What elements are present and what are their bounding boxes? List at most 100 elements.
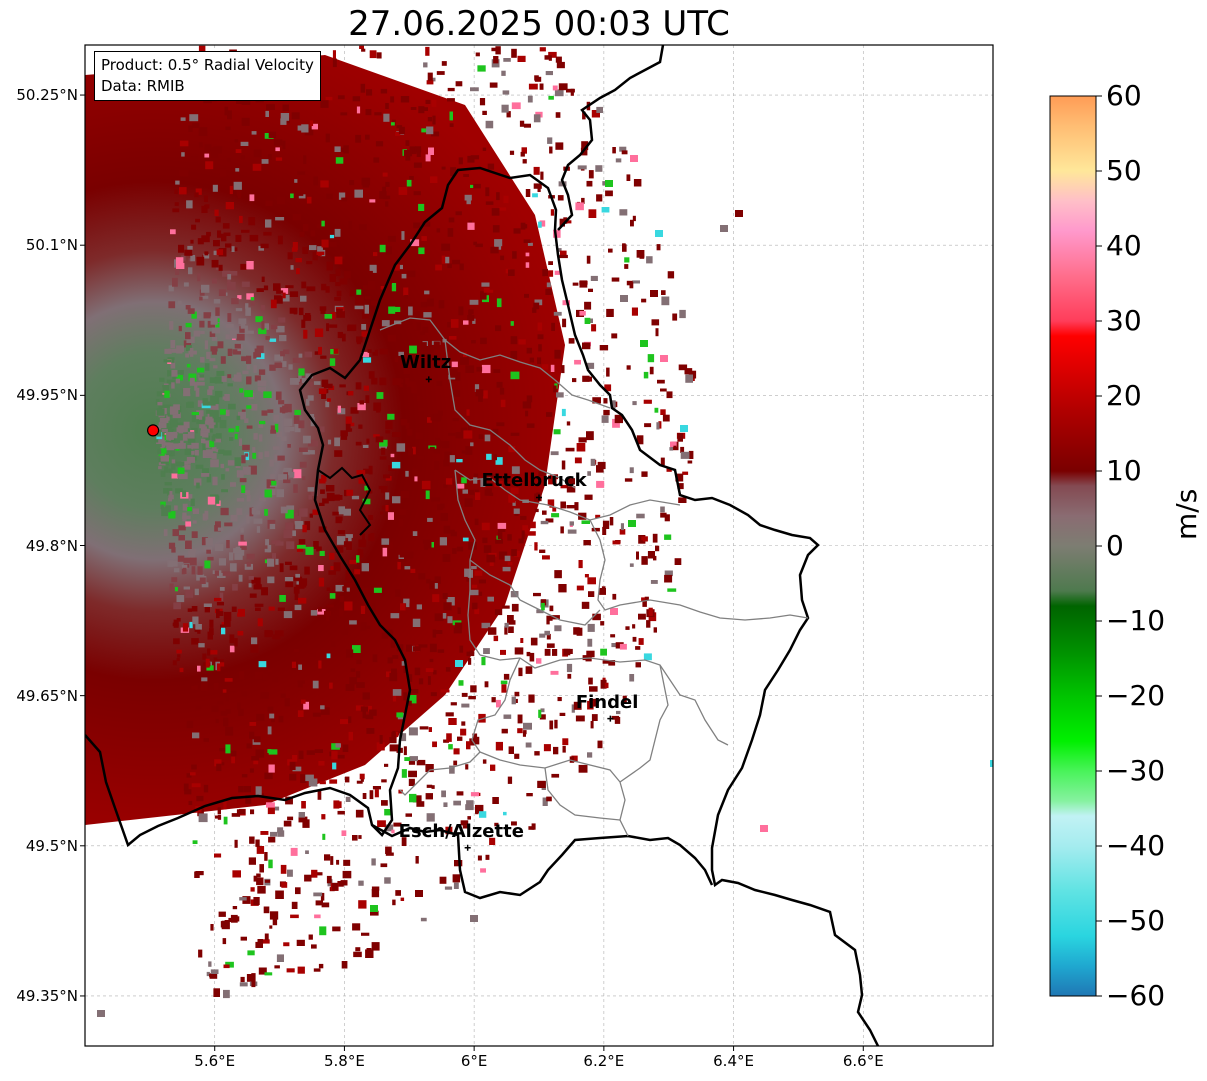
echo-cell [185,332,191,340]
echo-cell [313,968,321,972]
echo-cell [255,607,261,611]
echo-cell [186,773,192,778]
echo-cell [286,968,295,973]
echo-cell [391,283,397,292]
echo-cell [273,139,283,146]
echo-cell [186,336,195,343]
echo-cell [619,209,628,216]
echo-cell [334,450,343,457]
echo-cell [409,146,417,155]
echo-cell [491,47,497,52]
echo-cell [206,351,211,359]
echo-cell [409,793,417,803]
echo-cell [192,508,199,514]
echo-cell [174,587,178,592]
echo-cell [271,716,275,723]
echo-cell [285,285,294,289]
echo-cell [427,117,432,122]
echo-cell [187,507,192,512]
echo-cell [335,584,344,592]
echo-cell [523,123,531,128]
echo-cell [525,252,530,257]
echo-cell [371,886,380,891]
echo-cell [388,306,396,314]
echo-cell [264,772,273,780]
echo-cell [735,210,743,217]
echo-cell [385,201,389,207]
echo-cell [379,735,383,744]
echo-cell [258,434,263,442]
echo-cell [400,897,405,901]
echo-cell [569,756,575,763]
echo-cell [371,377,378,385]
echo-cell [208,386,214,390]
echo-cell [380,511,384,515]
city-marker-icon [536,494,542,501]
echo-cell [200,682,208,692]
echo-cell [321,392,327,399]
echo-cell [558,248,562,252]
echo-cell [202,432,209,438]
echo-cell [435,437,441,442]
echo-cell [321,220,325,227]
echo-cell [278,474,287,481]
echo-cell [433,341,440,350]
echo-cell [551,513,560,518]
echo-cell [227,348,233,356]
echo-cell [332,494,340,501]
echo-cell [469,489,475,495]
echo-cell [218,289,226,296]
echo-cell [510,321,514,326]
echo-cell [201,473,210,477]
echo-cell [500,255,505,261]
radar-site-icon [147,424,160,437]
echo-cell [205,416,215,425]
echo-cell [415,311,421,320]
echo-cell [654,407,659,413]
echo-cell [638,613,646,620]
echo-cell [482,759,487,764]
echo-cell [499,387,505,395]
echo-cell [501,728,508,734]
echo-cell [496,422,505,427]
echo-cell [302,449,310,455]
city-marker-icon [464,844,471,851]
echo-cell [223,450,232,456]
echo-cell [201,582,209,588]
echo-cell [760,825,768,832]
echo-cell [171,547,176,553]
echo-cell [441,441,450,449]
echo-cell [539,633,546,638]
echo-cell [221,233,227,242]
echo-cell [212,476,218,486]
echo-cell [320,892,325,901]
echo-cell [333,562,341,572]
echo-cell [432,594,440,603]
echo-cell [335,157,344,164]
echo-cell [384,877,391,884]
echo-cell [178,325,182,332]
echo-cell [311,123,318,130]
echo-cell [292,755,298,762]
echo-cell [239,326,247,333]
echo-cell [508,269,515,276]
echo-cell [237,295,242,300]
echo-cell [252,447,256,453]
echo-cell [558,83,568,91]
border-south [371,823,714,900]
echo-cell [170,340,176,349]
echo-cell [374,349,378,356]
echo-cell [553,311,562,316]
echo-cell [312,680,319,689]
echo-cell [458,306,464,316]
echo-cell [364,485,369,491]
echo-cell [540,171,544,180]
echo-cell [408,778,415,786]
echo-cell [263,323,269,330]
echo-cell [544,55,552,60]
echo-cell [510,591,519,598]
echo-cell [294,423,301,433]
echo-cell [253,897,260,905]
echo-cell [248,576,254,580]
echo-cell [404,757,411,761]
